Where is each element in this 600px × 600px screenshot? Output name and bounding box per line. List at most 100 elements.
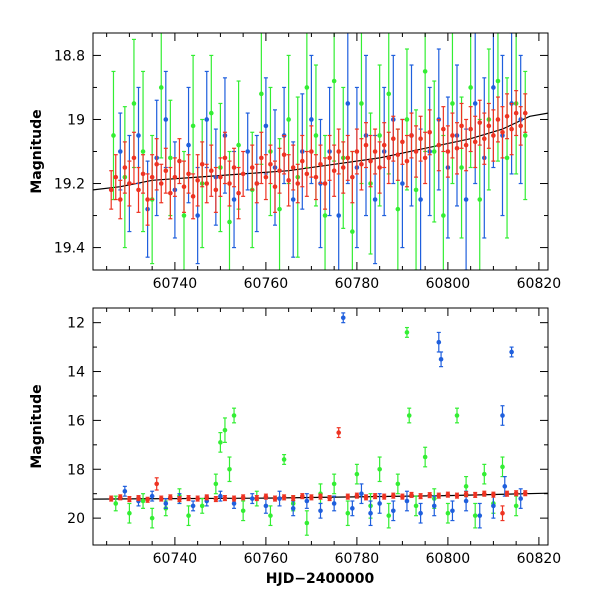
bottom-blue-point — [249, 493, 255, 505]
data-marker — [477, 120, 483, 125]
bottom-red-point — [127, 496, 132, 503]
bottom-blue-point — [391, 500, 396, 522]
top-red-point — [354, 128, 360, 175]
data-marker — [422, 454, 428, 460]
bottom-red-point — [263, 493, 269, 500]
bottom-green-point — [354, 463, 360, 485]
data-marker — [391, 493, 396, 498]
top-red-point — [268, 144, 273, 185]
data-marker — [504, 155, 510, 161]
data-marker — [281, 457, 287, 462]
top-red-point — [236, 166, 241, 220]
bottom-red-point — [154, 477, 159, 491]
data-marker — [422, 69, 428, 74]
bottom-blue-point — [359, 483, 364, 505]
bottom-green-point — [454, 407, 460, 424]
top-green-point — [111, 70, 116, 201]
data-marker — [331, 78, 337, 84]
data-marker — [482, 136, 487, 141]
data-marker — [295, 181, 301, 186]
bottom-red-point — [254, 495, 260, 502]
data-marker — [413, 149, 419, 154]
data-marker — [441, 126, 446, 132]
data-marker — [259, 155, 264, 161]
data-marker — [500, 129, 505, 135]
top-red-point — [213, 166, 219, 213]
data-marker — [345, 101, 351, 106]
data-marker — [277, 168, 282, 174]
bottom-red-point — [309, 494, 314, 501]
data-marker — [522, 133, 528, 138]
top-red-point — [304, 150, 310, 197]
data-marker — [108, 187, 114, 193]
data-marker — [186, 142, 191, 148]
data-marker — [502, 484, 508, 489]
bottom-red-point — [195, 495, 200, 502]
bottom-red-point — [145, 496, 150, 503]
bottom-blue-point — [163, 497, 169, 509]
data-marker — [454, 145, 460, 151]
bottom-blue-point — [500, 405, 505, 426]
top-red-point — [450, 112, 455, 159]
data-marker — [395, 152, 401, 158]
data-marker — [304, 171, 310, 177]
data-marker — [263, 494, 269, 499]
data-marker — [190, 123, 196, 129]
bottom-y-tick-label: 14 — [67, 365, 85, 381]
top-red-point — [158, 163, 164, 204]
top-x-tick-label: 60760 — [244, 276, 289, 292]
data-marker — [400, 181, 405, 186]
top-red-point — [336, 128, 342, 175]
bottom-green-point — [345, 500, 351, 527]
bottom-blue-point — [218, 490, 223, 502]
top-red-point — [350, 150, 355, 204]
top-y-tick-label: 19.4 — [54, 241, 85, 257]
data-marker — [336, 430, 342, 435]
data-marker — [290, 197, 296, 202]
bottom-red-point — [436, 492, 442, 499]
data-marker — [154, 162, 159, 167]
bottom-red-point — [427, 492, 433, 499]
data-marker — [168, 155, 173, 161]
data-marker — [504, 113, 510, 119]
bottom-green-point — [199, 497, 205, 514]
data-marker — [195, 496, 200, 501]
data-marker — [231, 413, 237, 418]
bottom-red-point — [213, 496, 219, 503]
data-marker — [268, 513, 273, 518]
data-marker — [491, 133, 496, 138]
data-marker — [149, 493, 155, 499]
data-marker — [281, 152, 287, 158]
data-marker — [149, 515, 155, 521]
data-marker — [345, 510, 351, 516]
data-marker — [245, 149, 250, 154]
data-marker — [327, 495, 332, 501]
data-marker — [286, 178, 291, 183]
data-marker — [500, 464, 505, 470]
bottom-x-tick-label: 60820 — [517, 551, 562, 567]
data-marker — [304, 498, 310, 504]
top-red-point — [504, 93, 510, 140]
data-marker — [227, 181, 232, 186]
data-marker — [118, 197, 123, 202]
data-marker — [313, 174, 319, 180]
top-red-point — [127, 160, 132, 207]
bottom-axes-frame — [92, 307, 549, 546]
top-red-point — [222, 131, 228, 185]
data-marker — [500, 413, 505, 418]
top-green-point — [422, 33, 428, 153]
data-marker — [491, 492, 496, 497]
data-marker — [450, 133, 455, 138]
data-marker — [472, 101, 478, 106]
bottom-red-point — [513, 490, 519, 497]
data-marker — [240, 171, 246, 177]
bottom-green-point — [500, 456, 505, 478]
data-marker — [427, 129, 433, 135]
bottom-red-point — [463, 491, 469, 498]
top-red-point — [363, 122, 369, 169]
top-red-point — [327, 134, 332, 181]
data-marker — [477, 197, 483, 202]
data-marker — [281, 495, 287, 500]
top-red-point — [231, 147, 237, 188]
top-panel: 60740 60760 60780 60800 6082018.81919.219.4 … — [29, 32, 561, 292]
